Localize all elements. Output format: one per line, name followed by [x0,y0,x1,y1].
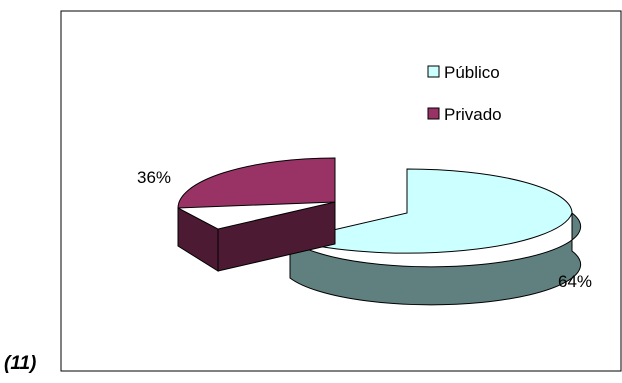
legend-swatch-privado [427,107,440,120]
data-label-privado: 36% [137,168,171,187]
slice-publico-top [289,168,573,254]
legend-label-privado: Privado [444,105,502,124]
slice-privado-top [177,157,336,209]
legend-label-publico: Público [444,63,500,82]
data-label-publico: 64% [558,272,592,291]
pie-slices [177,157,582,306]
slice-privado-side-front [217,201,336,272]
slice-publico-side [289,211,582,306]
legend: Público Privado [427,63,502,124]
figure-number: (11) [4,353,37,374]
legend-swatch-publico [427,65,440,78]
